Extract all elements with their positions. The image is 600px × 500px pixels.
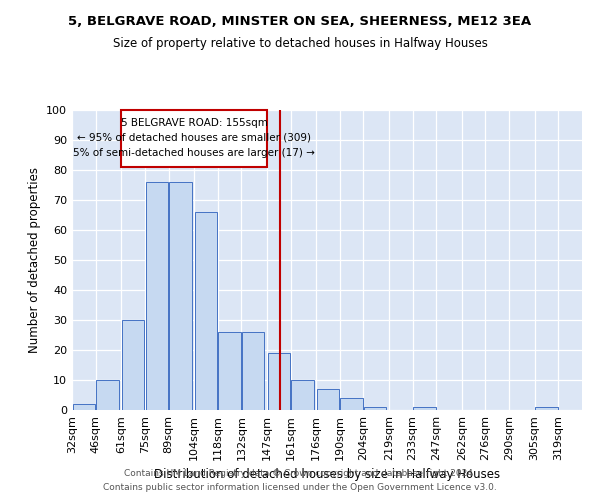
Text: 5 BELGRAVE ROAD: 155sqm: 5 BELGRAVE ROAD: 155sqm xyxy=(121,118,268,128)
X-axis label: Distribution of detached houses by size in Halfway Houses: Distribution of detached houses by size … xyxy=(154,468,500,481)
Bar xyxy=(169,182,191,410)
Text: 5% of semi-detached houses are larger (17) →: 5% of semi-detached houses are larger (1… xyxy=(73,148,315,158)
Bar xyxy=(194,212,217,410)
Bar xyxy=(317,389,339,410)
Text: Contains HM Land Registry data © Crown copyright and database right 2024.: Contains HM Land Registry data © Crown c… xyxy=(124,468,476,477)
Y-axis label: Number of detached properties: Number of detached properties xyxy=(28,167,41,353)
Text: ← 95% of detached houses are smaller (309): ← 95% of detached houses are smaller (30… xyxy=(77,132,311,142)
Text: 5, BELGRAVE ROAD, MINSTER ON SEA, SHEERNESS, ME12 3EA: 5, BELGRAVE ROAD, MINSTER ON SEA, SHEERN… xyxy=(68,15,532,28)
Bar xyxy=(73,404,95,410)
Bar xyxy=(291,380,314,410)
Bar xyxy=(242,332,265,410)
Bar xyxy=(340,398,363,410)
Bar xyxy=(364,407,386,410)
Text: Size of property relative to detached houses in Halfway Houses: Size of property relative to detached ho… xyxy=(113,38,487,51)
Text: Contains public sector information licensed under the Open Government Licence v3: Contains public sector information licen… xyxy=(103,484,497,492)
Bar xyxy=(146,182,168,410)
Bar xyxy=(218,332,241,410)
Bar xyxy=(413,407,436,410)
Bar xyxy=(97,380,119,410)
Bar xyxy=(122,320,144,410)
Bar xyxy=(268,353,290,410)
Bar xyxy=(535,407,557,410)
FancyBboxPatch shape xyxy=(121,110,267,167)
